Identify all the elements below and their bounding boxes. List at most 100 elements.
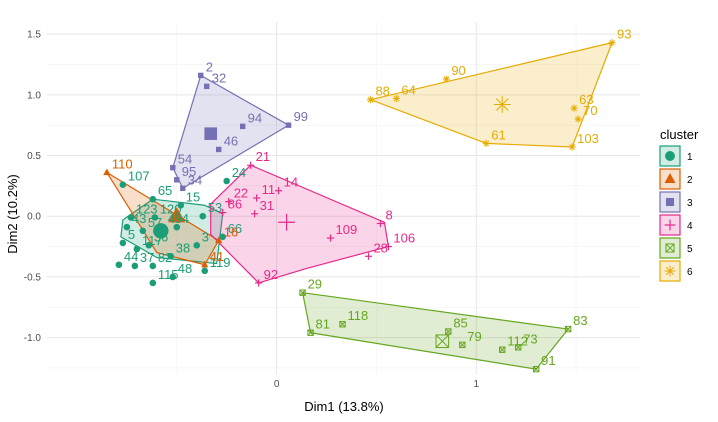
cluster-4-point-label: 86: [228, 197, 242, 212]
y-tick-label: -1.0: [24, 333, 42, 344]
legend-symbol-3: [665, 197, 675, 207]
cluster-5-point-box: [459, 341, 466, 349]
cluster-1-point: [123, 223, 131, 231]
cluster-4-point-label: 109: [336, 222, 358, 237]
cluster-4-hull: [210, 164, 390, 284]
cluster-6-point: [482, 139, 490, 147]
cluster-5-center-d2: [435, 334, 449, 348]
cluster-3-point: [198, 72, 204, 79]
legend-label-1: 1: [687, 152, 693, 163]
cluster-5-point-label: 85: [453, 316, 467, 331]
cluster-4-point-label: 22: [234, 186, 248, 201]
legend-item-5: 5: [659, 237, 693, 259]
cluster-1-point-label: 24: [232, 165, 246, 180]
cluster-4-point: [364, 252, 373, 260]
cluster-6-point-ray: [367, 96, 374, 103]
cluster-5-point-d2: [299, 289, 306, 296]
y-tick-label: 0.0: [27, 212, 41, 223]
legend-label-3: 3: [687, 198, 693, 209]
cluster-1-point: [201, 267, 209, 275]
cluster-6-point-label: 63: [579, 92, 593, 107]
legend-symbol-6: [664, 265, 676, 277]
cluster-1-point-label: 4: [182, 211, 189, 226]
cluster-3-point-label: 46: [224, 133, 238, 148]
cluster-4-point: [376, 219, 385, 228]
cluster-6-center-ray: [495, 98, 509, 111]
cluster-2-point-label: 16: [224, 224, 238, 239]
cluster-4-point: [251, 210, 259, 218]
cluster-5-point-label: 29: [308, 277, 322, 292]
cluster-3-point-label: 94: [248, 110, 262, 125]
cluster-6-point-ray: [393, 95, 400, 102]
cluster-1-point-label: 53: [208, 200, 222, 215]
cluster-4-point-label: 28: [373, 240, 387, 255]
cluster-5-point-box: [299, 289, 306, 296]
legend-symbol-5-d2: [665, 243, 675, 253]
cluster-5-point-label: 83: [573, 313, 587, 328]
cluster-2-point: [215, 236, 223, 244]
cluster-1-point: [167, 252, 175, 260]
cluster-3-point-label: 95: [182, 164, 196, 179]
legend-symbol-4: [664, 219, 676, 231]
cluster-3-point: [204, 83, 210, 90]
cluster-6-point: [608, 39, 616, 47]
cluster-1-point: [223, 177, 230, 185]
cluster-1-point: [119, 239, 127, 247]
cluster-5-point-d2: [307, 329, 314, 336]
cluster-1-point: [199, 212, 207, 220]
legend-label-4: 4: [687, 221, 693, 232]
cluster-3-point: [180, 185, 186, 191]
cluster-6-point-label: 70: [583, 103, 597, 118]
cluster-3-point-label: 32: [212, 70, 226, 85]
cluster-5-point: [499, 346, 506, 353]
cluster-2-point: [103, 168, 111, 176]
cluster-6-point: [392, 94, 401, 103]
legend-label-2: 2: [687, 175, 693, 186]
y-tick-label: 1.0: [27, 90, 41, 101]
cluster-4-point-label: 106: [393, 231, 415, 246]
cluster-5-point: [299, 289, 306, 296]
cluster-4-point: [326, 234, 335, 242]
cluster-2-center: [168, 206, 186, 223]
cluster-1-point-label: 115: [158, 267, 179, 282]
cluster-1-point-label: 44: [124, 249, 138, 264]
legend-item-6: 6: [659, 260, 693, 282]
axes: Dim1 (13.8%) Dim2 (10.2%): [5, 174, 384, 414]
cluster-1-point-label: 119: [210, 255, 231, 270]
cluster-5-point-box: [307, 329, 314, 336]
cluster-5-point-label: 112: [507, 334, 528, 349]
cluster-1-point-label: 66: [228, 221, 242, 236]
cluster-5-point-label: 81: [316, 317, 330, 332]
cluster-6-point-ray: [483, 140, 490, 147]
cluster-1-point: [173, 223, 181, 231]
cluster-5-point-d2: [533, 366, 540, 373]
cluster-1-point-label: 117: [142, 233, 163, 248]
cluster-6-point: [366, 96, 375, 104]
cluster-5-point-label: 73: [523, 331, 537, 346]
cluster-1-point-label: 37: [140, 250, 154, 265]
cluster-1-point: [145, 242, 153, 249]
cluster-3-point: [285, 122, 292, 128]
cluster-5-point: [515, 344, 522, 351]
cluster-1-point-label: 5: [128, 227, 135, 242]
cluster-6-point: [568, 143, 576, 151]
y-tick-label: 1.5: [27, 30, 41, 41]
cluster-3-center: [204, 127, 218, 140]
cluster-4-point: [219, 208, 227, 217]
cluster-1-point-label: 48: [178, 261, 192, 276]
cluster-5-center-box: [435, 334, 450, 349]
cluster-1-point-label: 123: [136, 201, 158, 216]
cluster-6-point-label: 90: [451, 63, 465, 78]
cluster-5-point-label: 79: [467, 329, 481, 344]
legend-item-4: 4: [659, 214, 693, 236]
cluster-1-point-label: 82: [158, 250, 172, 265]
cluster-4-point: [247, 161, 255, 169]
cluster-4-point: [384, 242, 393, 251]
cluster-6-point-label: 64: [401, 82, 415, 97]
cluster-5-point-box: [532, 365, 540, 373]
data-points: [103, 39, 616, 373]
cluster-5-point-box: [515, 344, 522, 351]
cluster-5-point-box: [445, 328, 452, 335]
cluster-5-point-label: 91: [541, 353, 555, 368]
